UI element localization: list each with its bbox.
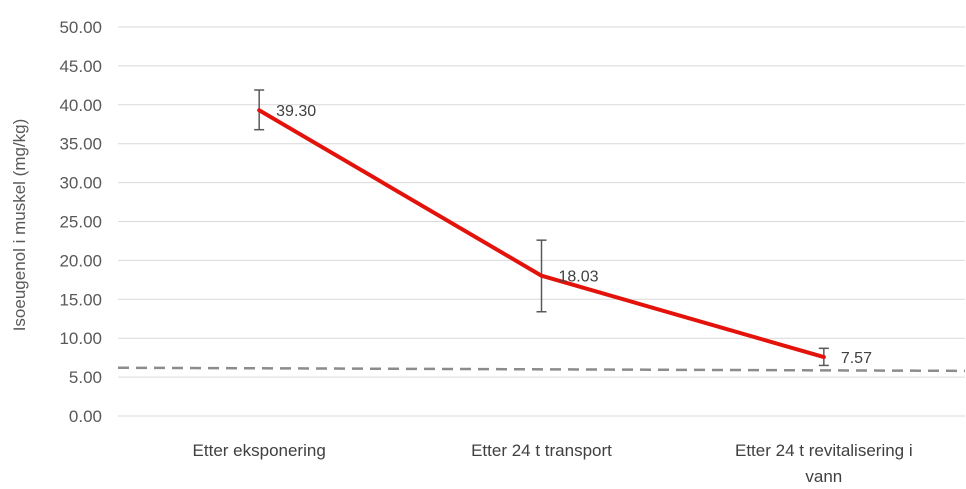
y-tick-label: 40.00 <box>59 96 102 115</box>
y-axis-label: Isoeugenol i muskel (mg/kg) <box>10 119 29 332</box>
data-labels: 39.30 18.03 7.57 <box>276 103 872 367</box>
y-tick-label: 30.00 <box>59 174 102 193</box>
x-axis-categories: Etter eksponering Etter 24 t transport Ett… <box>193 441 913 486</box>
error-bars <box>254 89 829 367</box>
y-tick-label: 50.00 <box>59 18 102 37</box>
data-label: 18.03 <box>559 269 599 286</box>
data-label: 7.57 <box>841 350 872 367</box>
y-tick-label: 25.00 <box>59 213 102 232</box>
y-tick-label: 0.00 <box>69 407 102 426</box>
y-tick-label: 35.00 <box>59 135 102 154</box>
y-axis-ticks: 0.00 5.00 10.00 15.00 20.00 25.00 30.00 35.00 40… <box>59 18 102 426</box>
y-tick-label: 45.00 <box>59 57 102 76</box>
y-tick-label: 10.00 <box>59 329 102 348</box>
gridlines <box>118 26 965 417</box>
data-label: 39.30 <box>276 103 316 120</box>
series-line-path <box>257 108 826 360</box>
x-category-label: Etter eksponering <box>193 441 326 460</box>
y-tick-label: 20.00 <box>59 251 102 270</box>
series-line <box>257 108 826 360</box>
x-category-label: Etter 24 t revitalisering i vann <box>735 441 913 486</box>
y-tick-label: 15.00 <box>59 290 102 309</box>
reference-line <box>117 366 966 373</box>
y-tick-label: 5.00 <box>69 368 102 387</box>
detection-limit-line <box>117 366 966 373</box>
x-category-label: Etter 24 t transport <box>471 441 612 460</box>
